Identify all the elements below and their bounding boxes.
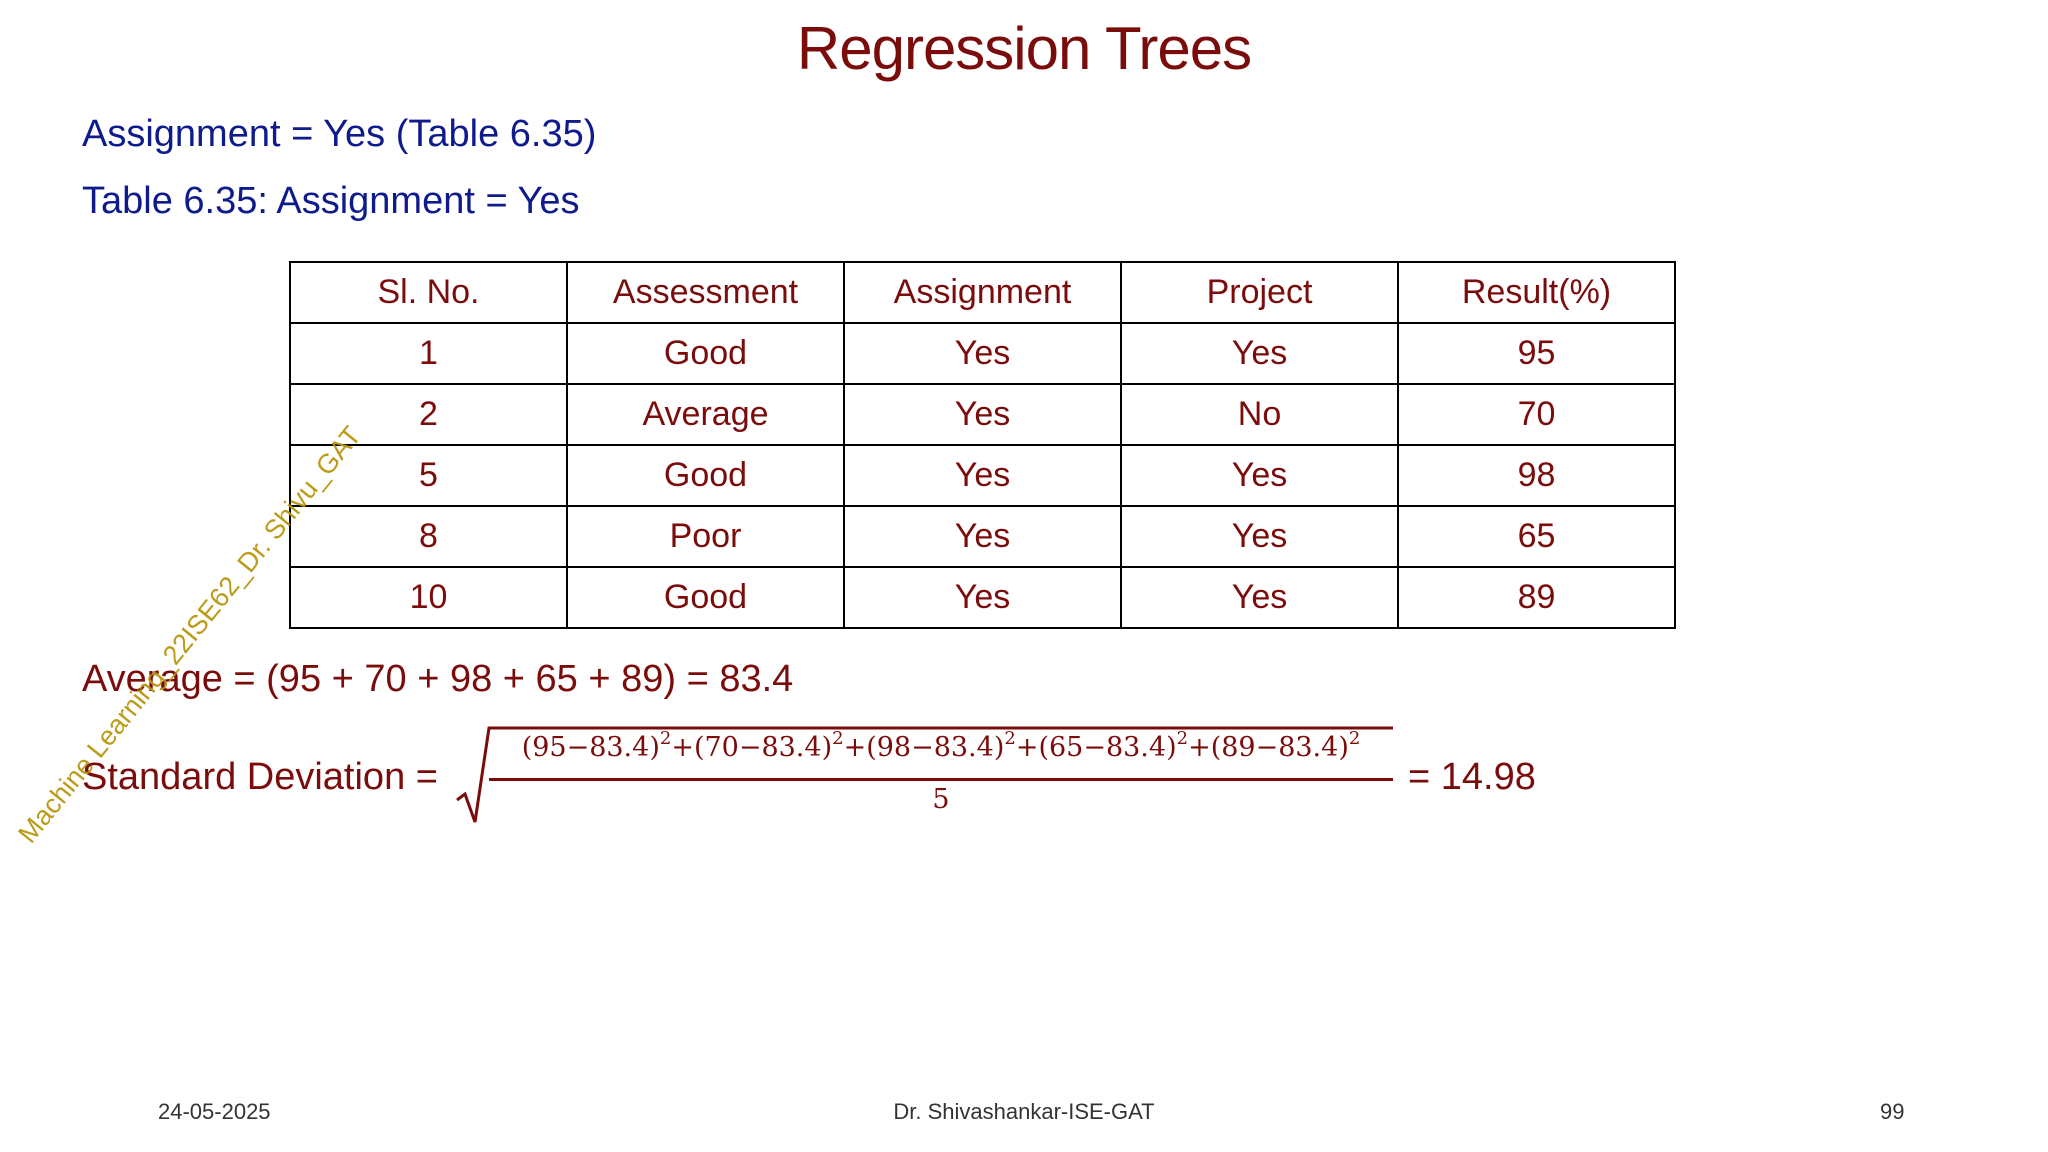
formula-denominator: 5 [932, 784, 950, 815]
exponent: 2 [1176, 728, 1189, 749]
header-assignment: Assignment [843, 261, 1122, 324]
std-dev-label: Standard Deviation = [82, 756, 438, 798]
table-header-row: Sl. No. Assessment Assignment Project Re… [289, 261, 1676, 324]
table-cell: Poor [566, 505, 845, 568]
table-cell: Average [566, 383, 845, 446]
plus-sign: + [843, 732, 867, 763]
term: (95−83.4) [521, 732, 660, 763]
formula-numerator: (95−83.4)2+(70−83.4)2+(98−83.4)2+(65−83.… [487, 730, 1395, 764]
header-result: Result(%) [1397, 261, 1676, 324]
table-cell: 98 [1397, 444, 1676, 507]
term: (65−83.4) [1038, 732, 1177, 763]
table-row: 2 Average Yes No 70 [289, 383, 1676, 446]
table-row: 8 Poor Yes Yes 65 [289, 505, 1676, 568]
table-cell: Good [566, 444, 845, 507]
fraction-bar [489, 778, 1393, 781]
data-table: Sl. No. Assessment Assignment Project Re… [289, 261, 1676, 629]
table-cell: No [1120, 383, 1399, 446]
table-cell: Yes [843, 566, 1122, 629]
table-cell: 5 [289, 444, 568, 507]
header-project: Project [1120, 261, 1399, 324]
table-cell: Yes [1120, 566, 1399, 629]
table-row: 1 Good Yes Yes 95 [289, 322, 1676, 385]
table-cell: 65 [1397, 505, 1676, 568]
exponent: 2 [1004, 728, 1016, 749]
plus-sign: + [671, 732, 694, 763]
subtitle-assignment-yes: Assignment = Yes (Table 6.35) [82, 113, 597, 155]
table-cell: 95 [1397, 322, 1676, 385]
table-cell: 8 [289, 505, 568, 568]
table-cell: 70 [1397, 383, 1676, 446]
header-sl-no: Sl. No. [289, 261, 568, 324]
table-cell: Yes [843, 322, 1122, 385]
average-formula: Average = (95 + 70 + 98 + 65 + 89) = 83.… [82, 658, 794, 700]
header-assessment: Assessment [566, 261, 845, 324]
plus-sign: + [1188, 732, 1211, 763]
table-caption: Table 6.35: Assignment = Yes [82, 180, 580, 222]
square-root-sign [456, 726, 1393, 823]
table-row: 10 Good Yes Yes 89 [289, 566, 1676, 629]
footer-author: Dr. Shivashankar-ISE-GAT [893, 1099, 1155, 1124]
plus-sign: + [1015, 732, 1039, 763]
table-cell: Yes [1120, 444, 1399, 507]
term: (98−83.4) [866, 732, 1005, 763]
page-number: 99 [1880, 1099, 1905, 1124]
table-cell: 10 [289, 566, 568, 629]
table-cell: 2 [289, 383, 568, 446]
exponent: 2 [659, 728, 672, 749]
table-row: 5 Good Yes Yes 98 [289, 444, 1676, 507]
table-cell: Yes [1120, 322, 1399, 385]
table-cell: Yes [843, 505, 1122, 568]
term: (70−83.4) [693, 732, 833, 763]
table-cell: 89 [1397, 566, 1676, 629]
table-cell: Yes [1120, 505, 1399, 568]
std-dev-result: = 14.98 [1408, 756, 1536, 798]
exponent: 2 [1348, 728, 1361, 749]
std-dev-formula: (95−83.4)2+(70−83.4)2+(98−83.4)2+(65−83.… [455, 722, 1400, 832]
table-cell: Good [566, 566, 845, 629]
table-cell: Yes [843, 383, 1122, 446]
table-cell: Good [566, 322, 845, 385]
exponent: 2 [832, 728, 844, 749]
slide-title: Regression Trees [796, 15, 1252, 82]
term: (89−83.4) [1210, 732, 1349, 763]
footer-date: 24-05-2025 [158, 1099, 271, 1124]
table-cell: 1 [289, 322, 568, 385]
table-cell: Yes [843, 444, 1122, 507]
